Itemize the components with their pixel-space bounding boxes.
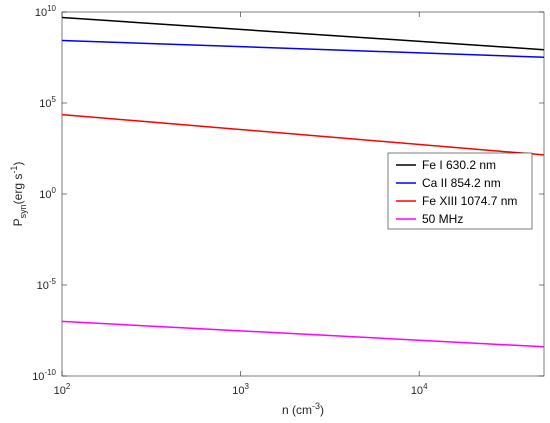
y-tick-label: 10-5 <box>37 277 57 292</box>
series-line-fe-xiii-1074-7-nm <box>61 113 545 156</box>
y-axis-ticks: 10-10 10-5 100 105 1010 <box>32 4 544 383</box>
x-tick-label: 103 <box>232 382 249 397</box>
legend-label: Fe I 630.2 nm <box>422 158 496 172</box>
x-tick-label: 104 <box>411 382 428 397</box>
y-axis-label: Psyn(erg s-1) <box>9 162 28 227</box>
series-line-50-mhz <box>61 320 545 348</box>
y-tick-label: 10-10 <box>32 368 56 383</box>
legend: Fe I 630.2 nm Ca II 854.2 nm Fe XIII 1074.… <box>387 152 533 230</box>
x-tick-label: 102 <box>54 382 71 397</box>
x-axis-label: n (cm-3) <box>282 401 324 417</box>
y-tick-label: 105 <box>39 95 56 110</box>
x-axis-ticks: 102 103 104 <box>54 12 428 397</box>
y-tick-label: 1010 <box>35 4 57 19</box>
legend-label: Ca II 854.2 nm <box>422 176 501 190</box>
series-line-fe-i-630-2-nm <box>61 16 545 51</box>
legend-label: 50 MHz <box>422 212 463 226</box>
legend-label: Fe XIII 1074.7 nm <box>422 194 517 208</box>
series-line-ca-ii-854-2-nm <box>61 39 545 58</box>
y-tick-label: 100 <box>39 186 56 201</box>
series-lines <box>61 16 545 348</box>
